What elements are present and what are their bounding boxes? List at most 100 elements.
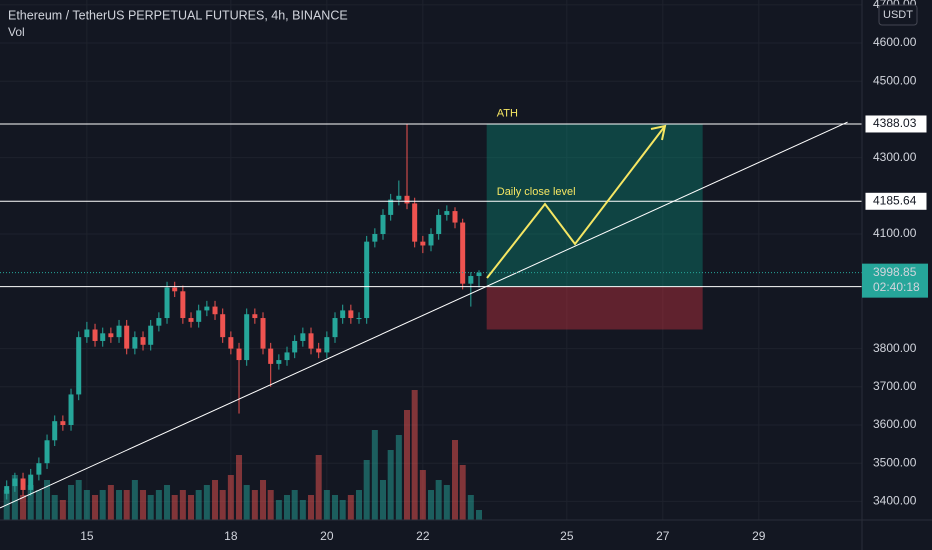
- volume-bar: [219, 490, 226, 520]
- candle-body: [180, 291, 186, 319]
- level-label-box: [864, 191, 928, 211]
- candle-body: [92, 329, 98, 341]
- candle-body: [164, 287, 170, 319]
- candle-body: [52, 421, 58, 441]
- x-tick-label: 25: [560, 529, 574, 543]
- volume-bar: [380, 480, 387, 520]
- candle-body: [84, 329, 90, 338]
- candle-body: [148, 325, 154, 345]
- candle-body: [476, 272, 482, 277]
- x-tick-label: 18: [224, 529, 238, 543]
- candle-body: [348, 310, 354, 319]
- y-tick-label: 3800.00: [873, 341, 917, 355]
- candle-body: [380, 214, 386, 235]
- candle-body: [372, 234, 378, 242]
- x-tick-label: 20: [320, 529, 334, 543]
- candle-body: [132, 337, 138, 349]
- annotation: Daily close level: [497, 186, 576, 198]
- volume-bar: [92, 495, 99, 520]
- candle-body: [260, 318, 266, 349]
- currency-box[interactable]: [878, 4, 918, 26]
- countdown-label: 02:40:18: [873, 280, 920, 294]
- volume-bar: [332, 495, 339, 520]
- candle-body: [252, 314, 258, 319]
- volume-bar: [227, 475, 234, 520]
- volume-bar: [419, 470, 426, 520]
- candle-body: [220, 314, 226, 338]
- x-tick-label: 15: [80, 529, 94, 543]
- volume-bar: [212, 480, 219, 520]
- candle-body: [196, 310, 202, 322]
- last-price-box: [862, 263, 928, 298]
- volume-bar: [459, 465, 466, 520]
- volume-bar: [107, 485, 114, 520]
- volume-bar: [171, 495, 178, 520]
- target-zone: [486, 123, 703, 287]
- arrow-path: [486, 125, 666, 279]
- candle-body: [412, 203, 418, 242]
- candle-body: [76, 337, 82, 395]
- volume-bar: [179, 490, 186, 520]
- volume-bar: [99, 490, 106, 520]
- candle-body: [420, 241, 426, 246]
- chart-title: Ethereum / TetherUS PERPETUAL FUTURES, 4…: [8, 8, 348, 22]
- candle-body: [156, 318, 162, 326]
- candle-body: [116, 325, 122, 338]
- y-tick-label: 3500.00: [873, 455, 917, 469]
- y-tick-label: 4300.00: [873, 150, 917, 164]
- candle-body: [340, 310, 346, 319]
- volume-bar: [155, 490, 162, 520]
- volume-bar: [291, 490, 298, 520]
- candle-body: [68, 394, 74, 425]
- volume-bar: [467, 495, 474, 520]
- candle-body: [276, 360, 282, 364]
- volume-bar: [308, 495, 315, 520]
- y-tick-label: 3700.00: [873, 379, 917, 393]
- volume-bar: [275, 500, 282, 520]
- candle-body: [460, 222, 466, 284]
- candle-body: [316, 348, 322, 353]
- candle-body: [284, 352, 290, 361]
- candle-body: [12, 478, 18, 487]
- candle-body: [228, 337, 234, 349]
- candle-body: [468, 276, 474, 284]
- volume-bar: [411, 390, 418, 520]
- candle-body: [364, 241, 370, 319]
- volume-bar: [315, 455, 322, 520]
- candle-body: [188, 318, 194, 322]
- volume-bar: [451, 440, 458, 520]
- x-tick-label: 29: [752, 529, 766, 543]
- candle-body: [236, 348, 242, 361]
- volume-bar: [27, 485, 34, 520]
- volume-bar: [404, 410, 411, 520]
- volume-bar: [188, 495, 195, 520]
- currency[interactable]: USDT: [883, 9, 913, 21]
- volume-bar: [260, 480, 267, 520]
- trendline: [0, 121, 848, 509]
- arrow-head: [650, 124, 667, 141]
- candle-body: [4, 486, 10, 494]
- candle-body: [324, 337, 330, 353]
- candle-body: [44, 440, 50, 464]
- last-price-label: 3998.85: [873, 265, 917, 279]
- candle-body: [396, 195, 402, 200]
- stop-zone: [486, 286, 703, 330]
- level-label: 4388.03: [873, 116, 917, 130]
- volume-bar: [251, 490, 258, 520]
- volume-bar: [243, 485, 250, 520]
- y-tick-label: 4600.00: [873, 35, 917, 49]
- level-label-box: [864, 114, 928, 134]
- volume-bar: [284, 495, 291, 520]
- volume-bar: [395, 435, 402, 520]
- volume-bar: [339, 500, 346, 520]
- volume-bar: [131, 480, 138, 520]
- candle-body: [300, 333, 306, 341]
- level-label: 4185.64: [873, 193, 917, 207]
- volume-bar: [267, 490, 274, 520]
- candle-body: [308, 333, 314, 349]
- candle-body: [444, 211, 450, 215]
- volume-bar: [20, 495, 27, 520]
- volume-bar: [51, 495, 58, 520]
